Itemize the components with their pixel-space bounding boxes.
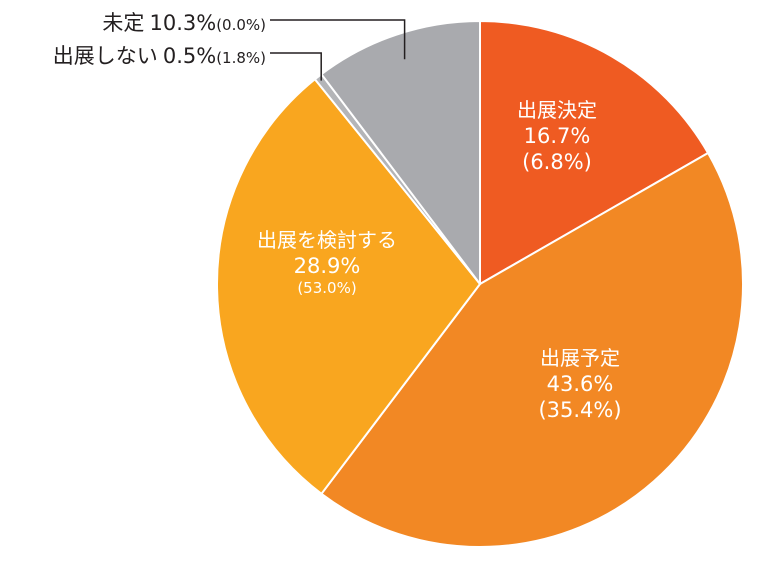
slice-percent: 16.7%	[523, 124, 591, 148]
leader-line-undecided	[270, 19, 406, 60]
callout-not-exhibiting: 出展しない 0.5%(1.8%)	[53, 40, 266, 70]
slice-label-decided: 出展決定 16.7% (6.8%)	[517, 98, 597, 176]
callout-name: 出展しない	[52, 44, 158, 68]
pie-slice-planned	[320, 151, 744, 548]
callout-percent: 0.5%	[162, 44, 217, 68]
callout-percent: 10.3%	[149, 11, 217, 35]
slice-name: 出展を検討する	[257, 228, 397, 252]
slice-percent: 43.6%	[546, 372, 614, 396]
leader-line-not-exhibiting	[270, 52, 322, 81]
slice-previous: (35.4%)	[538, 398, 622, 423]
callout-undecided: 未定 10.3%(0.0%)	[102, 7, 266, 37]
slice-previous: (6.8%)	[522, 150, 592, 175]
callout-name: 未定	[102, 11, 145, 35]
slice-previous: (53.0%)	[297, 279, 357, 298]
slice-label-planned: 出展予定 43.6% (35.4%)	[538, 346, 621, 424]
callout-previous: (1.8%)	[216, 49, 266, 67]
slice-percent: 28.9%	[293, 254, 361, 278]
slice-name: 出展予定	[539, 346, 620, 370]
slice-label-considering: 出展を検討する 28.9% (53.0%)	[257, 228, 397, 298]
slice-name: 出展決定	[517, 98, 597, 122]
callout-previous: (0.0%)	[216, 16, 266, 34]
pie-slice-decided	[479, 20, 710, 285]
pie-slice-undecided	[320, 20, 481, 285]
pie-slice-considering	[216, 78, 481, 495]
